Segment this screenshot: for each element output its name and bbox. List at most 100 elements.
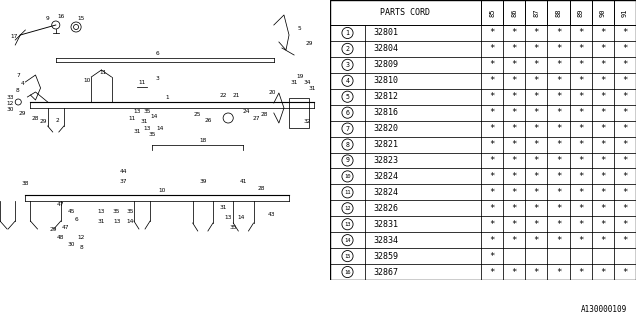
Text: *: * <box>556 220 561 229</box>
Text: *: * <box>534 108 539 117</box>
Text: PARTS CORD: PARTS CORD <box>381 8 431 17</box>
Text: *: * <box>600 76 605 85</box>
Text: 35: 35 <box>113 209 120 214</box>
Text: *: * <box>578 60 583 69</box>
Text: 32810: 32810 <box>373 76 398 85</box>
Text: 14: 14 <box>237 215 245 220</box>
Text: 32804: 32804 <box>373 44 398 53</box>
Text: *: * <box>578 124 583 133</box>
Text: 32831: 32831 <box>373 220 398 229</box>
Text: 32: 32 <box>303 119 311 124</box>
Text: *: * <box>600 220 605 229</box>
Text: 5: 5 <box>346 94 349 100</box>
Text: *: * <box>600 156 605 165</box>
Text: 29: 29 <box>50 227 58 232</box>
Text: *: * <box>511 268 517 276</box>
Text: 29: 29 <box>40 119 47 124</box>
Text: *: * <box>511 108 517 117</box>
Text: 12: 12 <box>6 101 14 106</box>
Text: *: * <box>490 220 495 229</box>
Text: *: * <box>490 44 495 53</box>
Text: *: * <box>622 204 628 213</box>
Text: *: * <box>600 236 605 245</box>
Text: 47: 47 <box>62 225 70 230</box>
Text: *: * <box>578 156 583 165</box>
Text: 11: 11 <box>128 116 136 121</box>
Text: 35: 35 <box>126 209 134 214</box>
Text: 24: 24 <box>243 109 250 114</box>
Text: *: * <box>534 124 539 133</box>
Text: *: * <box>511 236 517 245</box>
Text: *: * <box>556 268 561 276</box>
Text: *: * <box>490 268 495 276</box>
Text: 6: 6 <box>74 217 78 222</box>
Text: *: * <box>490 204 495 213</box>
Text: 32816: 32816 <box>373 108 398 117</box>
Text: 9: 9 <box>46 16 49 21</box>
Text: *: * <box>556 124 561 133</box>
Text: 43: 43 <box>268 212 276 217</box>
Text: *: * <box>600 92 605 101</box>
Text: 4: 4 <box>346 78 349 84</box>
Text: *: * <box>534 92 539 101</box>
Text: 37: 37 <box>120 179 127 184</box>
Text: 89: 89 <box>578 8 584 17</box>
Text: 90: 90 <box>600 8 606 17</box>
Text: 1: 1 <box>346 30 349 36</box>
Text: *: * <box>511 28 517 37</box>
Text: *: * <box>578 188 583 197</box>
Text: *: * <box>490 60 495 69</box>
Text: 35: 35 <box>148 132 156 137</box>
Text: 14: 14 <box>126 219 134 224</box>
Text: *: * <box>534 204 539 213</box>
Text: 7: 7 <box>346 125 349 132</box>
Text: *: * <box>490 140 495 149</box>
Text: *: * <box>622 220 628 229</box>
Text: 10: 10 <box>159 188 166 193</box>
Text: 3: 3 <box>156 76 159 81</box>
Text: 28: 28 <box>261 112 268 117</box>
Text: *: * <box>534 172 539 181</box>
Text: *: * <box>600 172 605 181</box>
Text: *: * <box>511 92 517 101</box>
Text: 32812: 32812 <box>373 92 398 101</box>
Text: 32823: 32823 <box>373 156 398 165</box>
Text: *: * <box>556 236 561 245</box>
Text: 32801: 32801 <box>373 28 398 37</box>
Text: *: * <box>556 60 561 69</box>
Text: 4: 4 <box>20 81 24 86</box>
Text: *: * <box>511 188 517 197</box>
Text: *: * <box>578 268 583 276</box>
Text: *: * <box>556 188 561 197</box>
Text: 27: 27 <box>253 116 260 121</box>
Text: 6: 6 <box>156 51 159 56</box>
Text: 35: 35 <box>230 225 237 230</box>
Text: *: * <box>578 76 583 85</box>
Text: 32821: 32821 <box>373 140 398 149</box>
Text: 14: 14 <box>150 114 158 119</box>
Text: *: * <box>490 172 495 181</box>
Text: 3: 3 <box>346 62 349 68</box>
Text: *: * <box>600 124 605 133</box>
Text: 16: 16 <box>344 269 351 275</box>
Text: 13: 13 <box>344 222 351 227</box>
Text: 32834: 32834 <box>373 236 398 245</box>
Text: 40: 40 <box>0 227 1 232</box>
Text: *: * <box>556 172 561 181</box>
Text: *: * <box>511 204 517 213</box>
Text: *: * <box>600 204 605 213</box>
Text: *: * <box>600 140 605 149</box>
Text: 1: 1 <box>166 95 169 100</box>
Text: *: * <box>490 236 495 245</box>
Text: 47: 47 <box>57 202 65 207</box>
Text: 41: 41 <box>240 179 247 184</box>
Text: 11: 11 <box>138 80 146 85</box>
Text: 18: 18 <box>199 138 207 143</box>
Text: 31: 31 <box>133 129 141 134</box>
Text: *: * <box>622 236 628 245</box>
Text: *: * <box>534 28 539 37</box>
Text: 20: 20 <box>269 90 276 95</box>
Text: *: * <box>622 92 628 101</box>
Text: 12: 12 <box>77 235 85 240</box>
Text: *: * <box>622 60 628 69</box>
